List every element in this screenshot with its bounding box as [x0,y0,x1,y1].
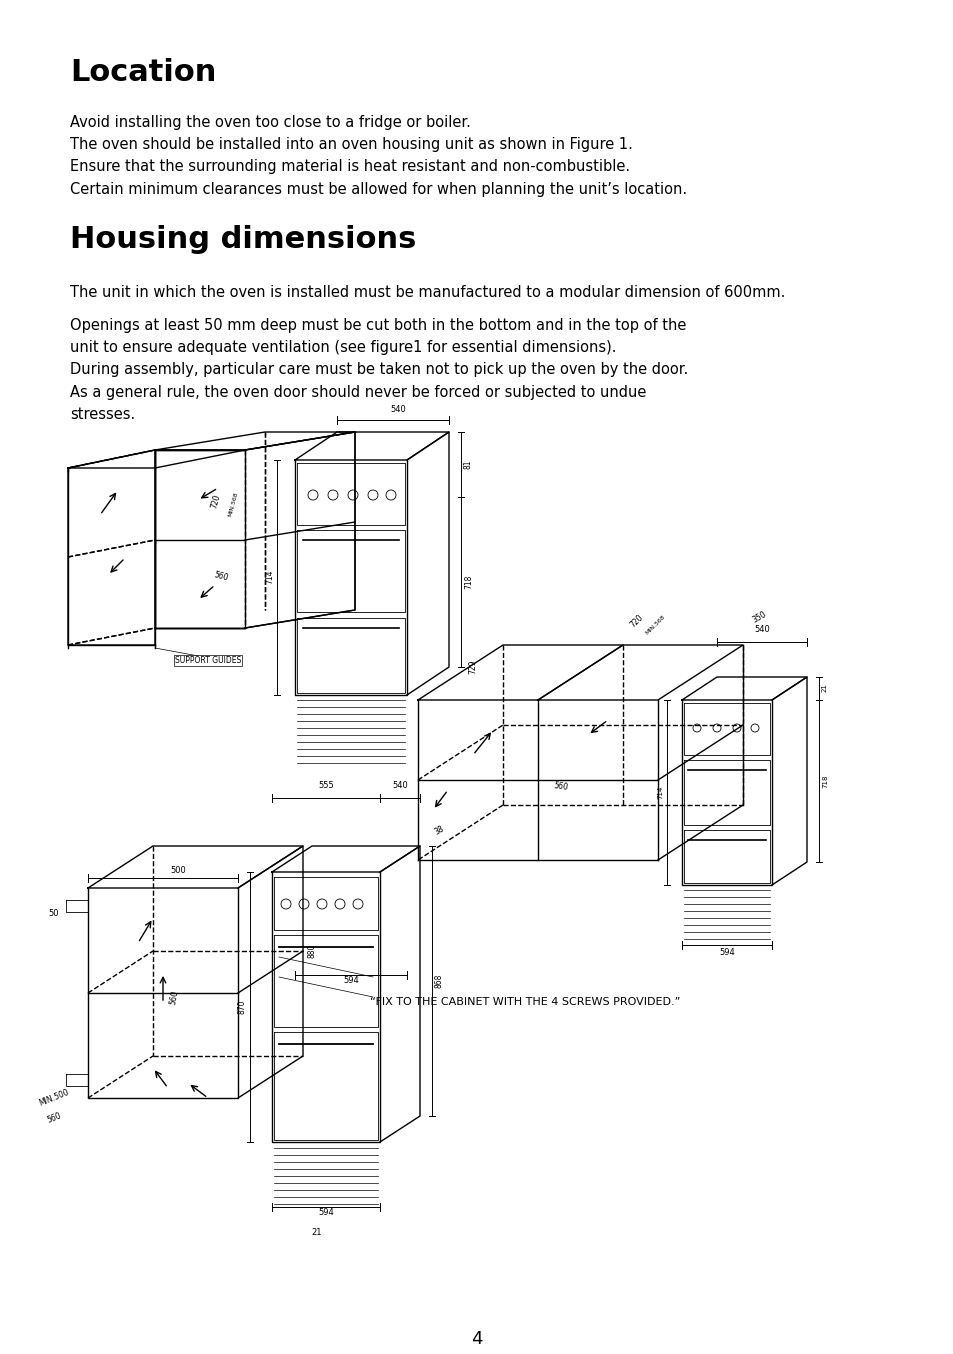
Text: 21: 21 [311,1228,321,1238]
Text: 720: 720 [627,612,644,630]
Text: “FIX TO THE CABINET WITH THE 4 SCREWS PROVIDED.”: “FIX TO THE CABINET WITH THE 4 SCREWS PR… [370,997,679,1007]
Text: 21: 21 [821,684,827,692]
Text: The unit in which the oven is installed must be manufactured to a modular dimens: The unit in which the oven is installed … [70,284,784,301]
Text: 729: 729 [468,659,476,674]
Text: 555: 555 [317,781,334,789]
Text: 870: 870 [237,999,247,1014]
Text: 81: 81 [463,459,473,468]
Text: SUPPORT GUIDES: SUPPORT GUIDES [174,655,241,665]
Text: MIN.568: MIN.568 [644,615,666,636]
Text: Avoid installing the oven too close to a fridge or boiler.
The oven should be in: Avoid installing the oven too close to a… [70,115,686,196]
Text: 38: 38 [433,825,445,837]
Text: Housing dimensions: Housing dimensions [70,225,416,255]
Text: 500: 500 [170,867,186,875]
Text: 714: 714 [265,570,274,584]
Text: 560: 560 [553,781,568,792]
Text: 594: 594 [343,976,358,984]
Text: 594: 594 [719,948,734,957]
Text: 540: 540 [392,781,408,789]
Text: 540: 540 [390,405,405,414]
Text: 350: 350 [750,609,767,626]
Text: 594: 594 [317,1208,334,1217]
Text: MIN.568: MIN.568 [228,492,239,517]
Text: 50: 50 [48,909,58,918]
Text: 720: 720 [210,493,222,509]
Text: MIN.500: MIN.500 [38,1087,71,1108]
Text: 4: 4 [471,1330,482,1349]
Text: 560: 560 [46,1112,63,1125]
Text: 714: 714 [657,785,662,799]
Text: 718: 718 [821,774,827,788]
Text: 880: 880 [308,944,316,959]
Text: 868: 868 [435,974,443,988]
Text: 560: 560 [168,988,179,1005]
Text: 718: 718 [463,575,473,589]
Text: Openings at least 50 mm deep must be cut both in the bottom and in the top of th: Openings at least 50 mm deep must be cut… [70,318,687,422]
Text: 540: 540 [753,626,769,634]
Text: 560: 560 [213,570,230,582]
Text: Location: Location [70,58,216,87]
